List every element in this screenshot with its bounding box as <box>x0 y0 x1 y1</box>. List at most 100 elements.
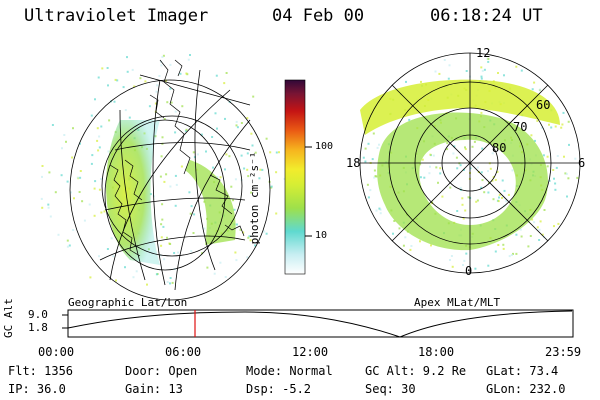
noise-speckle <box>270 185 273 188</box>
noise-speckle <box>169 185 172 188</box>
noise-speckle <box>114 78 117 81</box>
noise-speckle <box>364 160 367 163</box>
noise-speckle <box>527 245 530 248</box>
noise-speckle <box>131 68 134 71</box>
noise-speckle <box>100 211 103 214</box>
noise-speckle <box>550 126 553 129</box>
noise-speckle <box>379 208 382 211</box>
noise-speckle <box>246 168 249 171</box>
noise-speckle <box>189 212 192 215</box>
noise-speckle <box>98 188 101 191</box>
info-flt: Flt: 1356 <box>8 364 74 378</box>
noise-speckle <box>463 168 465 171</box>
noise-speckle <box>201 252 203 255</box>
noise-speckle <box>566 195 568 198</box>
noise-speckle <box>515 252 518 255</box>
noise-speckle <box>483 68 486 71</box>
noise-speckle <box>439 167 442 170</box>
noise-speckle <box>107 84 109 87</box>
noise-speckle <box>429 165 431 168</box>
noise-speckle <box>488 181 490 184</box>
noise-speckle <box>161 218 164 221</box>
noise-speckle <box>510 254 513 256</box>
noise-speckle <box>200 133 203 136</box>
noise-speckle <box>189 54 191 56</box>
noise-speckle <box>541 233 544 236</box>
noise-speckle <box>443 59 446 61</box>
noise-speckle <box>254 151 257 154</box>
noise-speckle <box>476 166 479 169</box>
apex-polar-plot <box>359 52 581 274</box>
noise-speckle <box>192 151 195 154</box>
noise-speckle <box>515 233 518 236</box>
noise-speckle <box>553 225 555 228</box>
noise-speckle <box>502 247 505 250</box>
noise-speckle <box>90 162 93 165</box>
timeline-xtick-2359: 23:59 <box>545 345 582 359</box>
left-auroral-oval <box>106 120 160 265</box>
noise-speckle <box>155 273 158 276</box>
noise-speckle <box>393 220 396 222</box>
noise-speckle <box>553 177 555 180</box>
noise-speckle <box>54 191 57 194</box>
left-panel-caption: Geographic Lat/Lon <box>68 296 188 309</box>
noise-speckle <box>235 120 238 123</box>
noise-speckle <box>554 188 557 191</box>
noise-speckle <box>548 123 550 126</box>
noise-speckle <box>239 228 242 231</box>
noise-speckle <box>487 57 490 60</box>
noise-speckle <box>41 206 44 209</box>
noise-speckle <box>113 100 116 103</box>
noise-speckle <box>107 150 110 153</box>
noise-speckle <box>542 154 545 157</box>
noise-speckle <box>79 176 82 179</box>
noise-speckle <box>193 213 196 216</box>
noise-speckle <box>242 231 245 234</box>
noise-speckle <box>473 140 476 143</box>
noise-speckle <box>398 227 401 230</box>
noise-speckle <box>174 131 177 134</box>
noise-speckle <box>124 109 127 112</box>
noise-speckle <box>567 177 570 180</box>
noise-speckle <box>561 123 564 126</box>
noise-speckle <box>166 281 169 283</box>
noise-speckle <box>408 118 411 121</box>
noise-speckle <box>529 235 532 237</box>
noise-speckle <box>441 195 444 198</box>
colorbar-label-100: 100 <box>315 141 334 152</box>
info-ip: IP: 36.0 <box>8 382 66 396</box>
noise-speckle <box>91 154 94 157</box>
noise-speckle <box>546 165 549 168</box>
noise-speckle <box>225 153 228 156</box>
noise-speckle <box>487 170 489 173</box>
noise-speckle <box>89 276 92 279</box>
noise-speckle <box>557 222 560 225</box>
noise-speckle <box>41 165 44 167</box>
noise-speckle <box>556 155 559 157</box>
noise-speckle <box>451 265 454 268</box>
noise-speckle <box>51 124 54 126</box>
noise-speckle <box>265 232 268 235</box>
noise-speckle <box>163 180 166 183</box>
left-coastlines <box>109 59 245 257</box>
noise-speckle <box>160 244 163 247</box>
noise-speckle <box>57 233 60 236</box>
noise-speckle <box>90 114 93 117</box>
noise-speckle <box>249 239 252 242</box>
noise-speckle <box>72 127 74 130</box>
noise-speckle <box>214 112 217 115</box>
noise-speckle <box>97 149 100 152</box>
noise-speckle <box>98 146 101 149</box>
noise-speckle <box>98 255 100 258</box>
info-glat: GLat: 73.4 <box>486 364 559 378</box>
noise-speckle <box>475 200 478 203</box>
noise-speckle <box>567 120 570 123</box>
colorbar-scale <box>284 79 306 275</box>
noise-speckle <box>275 212 278 215</box>
noise-speckle <box>103 210 106 213</box>
noise-speckle <box>462 264 464 266</box>
noise-speckle <box>438 72 441 75</box>
noise-speckle <box>126 70 129 73</box>
info-mode: Mode: Normal <box>246 364 333 378</box>
mlat-label-70: 70 <box>513 120 528 134</box>
